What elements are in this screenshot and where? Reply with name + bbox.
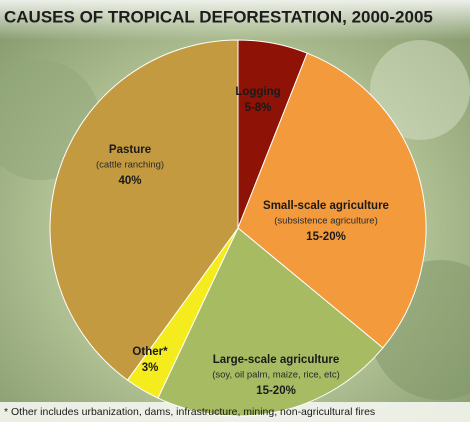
slice-sublabel: (subsistence agriculture) [274,216,378,227]
slice-value-label: 15-20% [256,385,296,397]
foliage [370,40,470,140]
slice-value-label: 15-20% [306,231,346,243]
slice-label: Other* [132,346,168,358]
slice-sublabel: (soy, oil palm, maize, rice, etc) [212,370,340,381]
slice-label: Small-scale agriculture [263,200,389,212]
pie: Logging 5-8% Small-scale agriculture (subsi… [49,39,427,417]
footnote: * Other includes urbanization, dams, inf… [4,406,375,418]
title-band [0,0,470,40]
slice-value-label: 3% [142,362,159,374]
slice-sublabel: (cattle ranching) [96,160,164,171]
pie-slice [237,52,427,349]
slice-value-label: 40% [118,175,141,187]
slice-label: Logging [235,86,280,98]
slice-label: Pasture [109,144,151,156]
pie-slice [157,227,384,417]
pie-slice [49,39,239,381]
slice-label: Large-scale agriculture [213,354,340,366]
slice-value-label: 5-8% [245,102,272,114]
chart-title: CAUSES OF TROPICAL DEFORESTATION, 2000-2… [4,7,433,26]
